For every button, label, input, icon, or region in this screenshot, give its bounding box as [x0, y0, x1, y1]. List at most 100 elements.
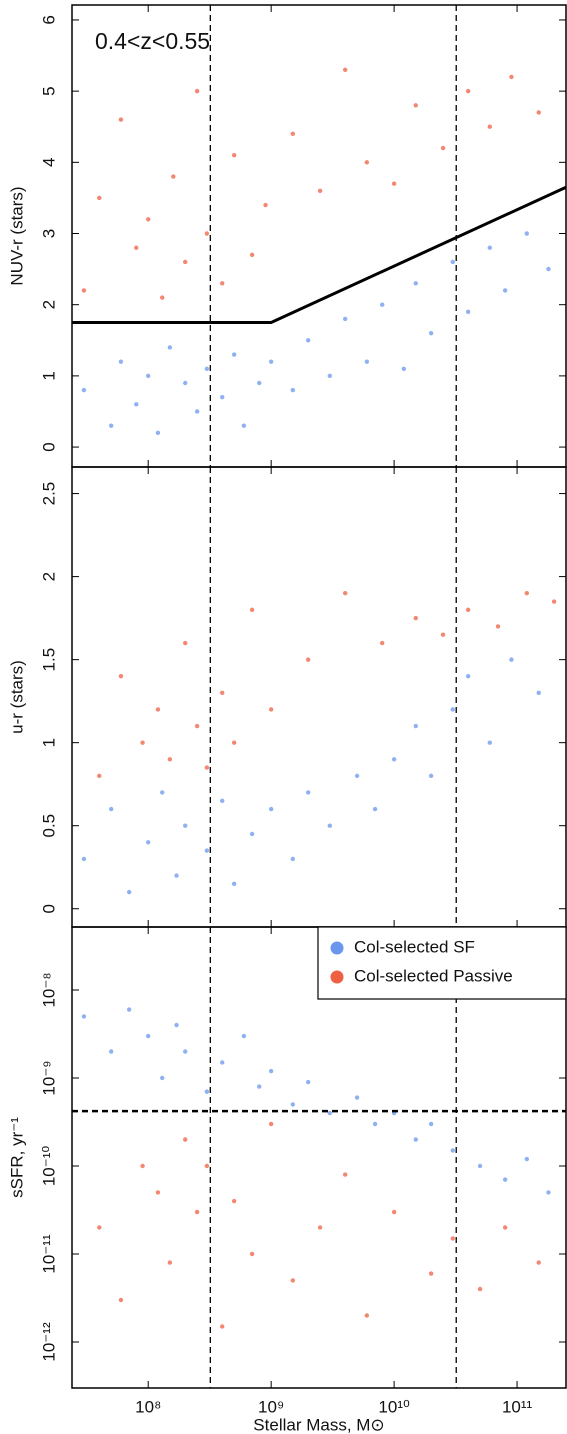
y-tick-label: 2	[39, 572, 58, 581]
data-point	[146, 373, 151, 379]
data-point	[249, 831, 255, 837]
data-point	[391, 1209, 397, 1215]
data-point	[354, 1095, 360, 1100]
data-point	[160, 1075, 165, 1081]
data-point	[342, 316, 348, 322]
data-point	[167, 757, 173, 762]
data-point	[305, 338, 311, 343]
data-point	[204, 765, 210, 770]
data-point	[268, 1068, 274, 1074]
y-tick-label: 1	[39, 371, 58, 380]
data-point	[220, 395, 225, 400]
data-point	[413, 615, 418, 621]
data-point	[364, 359, 370, 364]
y-tick-label: 10⁻⁸	[39, 972, 58, 1007]
data-point	[440, 145, 446, 151]
data-point	[268, 1121, 274, 1127]
data-point	[509, 74, 514, 80]
data-point	[509, 657, 514, 662]
data-point	[155, 1190, 161, 1195]
data-point	[134, 245, 139, 250]
y-tick-label: 4	[39, 158, 58, 167]
panel: 0 1 2 3 4 5 6 NUV-r (stars) 0.4<z<0.55	[7, 4, 567, 468]
data-point	[495, 624, 501, 629]
data-point	[342, 591, 348, 596]
data-point	[428, 773, 434, 779]
y-tick-label: 2	[39, 300, 58, 309]
data-point	[413, 1137, 418, 1142]
annotation: 0.4<z<0.55	[95, 28, 210, 54]
data-point	[183, 1049, 188, 1054]
data-point	[81, 387, 87, 393]
x-tick-label: 10¹¹	[502, 1397, 533, 1416]
data-point	[194, 723, 200, 729]
data-point	[97, 195, 102, 201]
data-point	[220, 281, 225, 286]
data-point	[97, 1225, 102, 1230]
y-tick-label: 10⁻¹²	[39, 1322, 58, 1362]
data-point	[450, 1148, 455, 1153]
y-tick-label: 3	[39, 229, 58, 238]
data-point	[204, 1163, 210, 1169]
data-point	[450, 259, 455, 265]
data-point	[231, 881, 237, 887]
x-tick-label: 10⁸	[135, 1397, 161, 1416]
data-point	[183, 640, 188, 646]
data-point	[327, 1110, 333, 1116]
data-point	[220, 690, 225, 696]
data-point	[231, 153, 237, 158]
data-point	[536, 690, 541, 696]
data-point	[450, 707, 455, 712]
x-tick-label: 10¹⁰	[378, 1397, 410, 1416]
data-point	[81, 288, 87, 293]
data-point	[97, 773, 102, 779]
y-tick-label: 0	[39, 442, 58, 451]
data-point	[134, 402, 139, 407]
data-point	[487, 124, 492, 129]
data-point	[413, 281, 418, 286]
data-point	[364, 160, 370, 165]
data-point	[487, 740, 492, 745]
data-point	[194, 88, 200, 94]
data-point	[546, 1190, 551, 1195]
data-point	[372, 806, 378, 812]
data-point	[146, 840, 151, 845]
data-point	[327, 823, 333, 828]
data-point	[546, 266, 551, 272]
data-point	[290, 1278, 296, 1283]
data-point	[194, 1209, 200, 1215]
y-tick-label: 5	[39, 86, 58, 95]
data-point	[167, 1260, 173, 1265]
data-point	[108, 806, 114, 812]
data-point	[413, 103, 418, 108]
data-point	[257, 1084, 262, 1089]
data-point	[342, 1172, 348, 1177]
data-point	[231, 352, 237, 357]
data-point	[183, 823, 188, 828]
data-point	[317, 1225, 323, 1230]
data-point	[241, 423, 247, 428]
legend-label: Col-selected SF	[354, 937, 475, 956]
y-tick-label: 1.5	[39, 648, 58, 672]
data-point	[160, 790, 165, 795]
data-point	[327, 373, 333, 379]
data-point	[249, 607, 255, 613]
data-point	[140, 740, 145, 745]
data-point	[126, 1007, 132, 1012]
data-point	[155, 707, 161, 712]
selection-line	[72, 185, 567, 324]
data-point	[108, 423, 114, 428]
x-tick-label: 10⁹	[258, 1397, 284, 1416]
data-point	[220, 798, 225, 803]
data-point	[167, 345, 173, 350]
data-point	[354, 773, 360, 779]
data-point	[231, 1198, 237, 1204]
y-tick-label: 1	[39, 738, 58, 747]
data-point	[174, 1022, 179, 1028]
data-point	[380, 640, 385, 646]
data-point	[290, 856, 296, 862]
data-point	[241, 1033, 247, 1039]
data-point	[317, 188, 323, 193]
data-point	[249, 252, 255, 258]
